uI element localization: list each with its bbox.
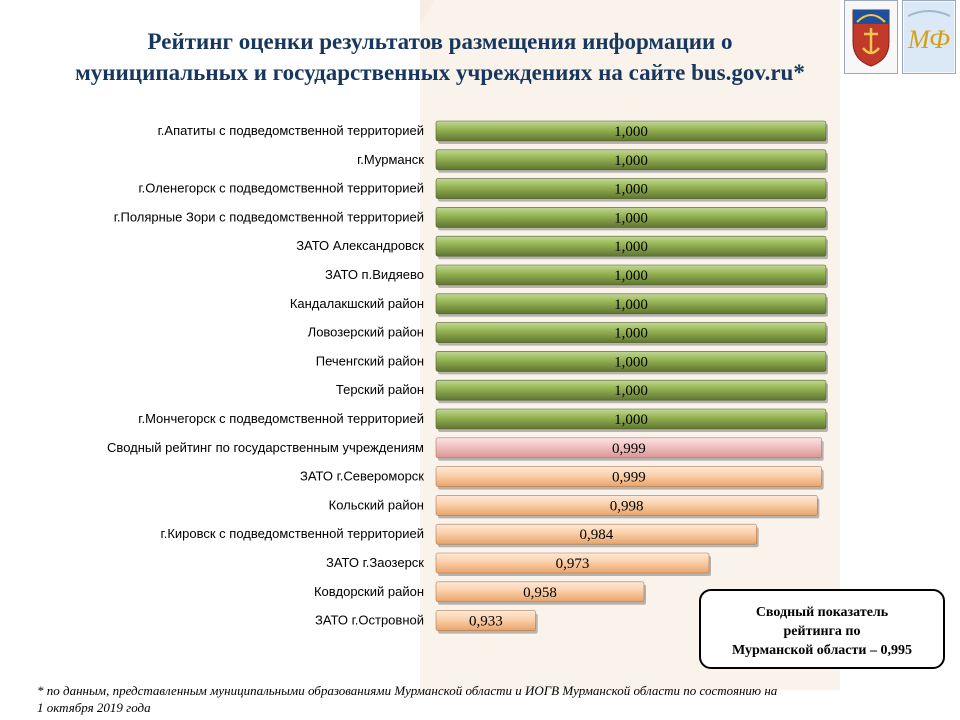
category-label: Терский район — [336, 382, 424, 397]
category-label: ЗАТО г.Заозерск — [326, 555, 424, 570]
category-label: Кольский район — [329, 497, 424, 512]
value-label: 1,000 — [614, 297, 648, 313]
value-label: 1,000 — [614, 383, 648, 399]
summary-line-2: рейтинга по — [783, 624, 861, 639]
bar — [435, 120, 827, 142]
footnote: * по данным, представленным муниципальны… — [37, 682, 917, 716]
bar — [435, 581, 645, 603]
bar — [435, 149, 827, 171]
bar — [435, 293, 827, 315]
bar — [435, 322, 827, 343]
category-label: Ловозерский район — [308, 325, 424, 340]
category-label: ЗАТО п.Видяево — [325, 267, 424, 282]
bar — [435, 235, 827, 257]
category-label: ЗАТО г.Островной — [315, 613, 424, 628]
category-label: г.Кировск с подведомственной территорией — [161, 526, 424, 541]
footnote-line-2: 1 октября 2019 года — [37, 700, 151, 715]
value-label: 1,000 — [614, 239, 648, 255]
summary-line-3: Мурманской области – 0,995 — [732, 643, 912, 658]
bar — [435, 495, 818, 516]
category-label: Ковдорский район — [314, 584, 424, 599]
category-label: Сводный рейтинг по государственным учреж… — [107, 440, 424, 455]
bar — [435, 351, 827, 372]
value-label: 1,000 — [614, 326, 648, 342]
value-label: 0,999 — [612, 470, 646, 486]
mf-logo-text: МФ — [907, 25, 950, 54]
category-label: ЗАТО г.Североморск — [300, 469, 424, 484]
category-label: Кандалакшский район — [290, 296, 424, 311]
value-label: 1,000 — [614, 153, 648, 169]
value-label: 0,973 — [556, 556, 590, 572]
value-label: 0,984 — [579, 527, 613, 543]
bar — [435, 466, 822, 487]
value-label: 1,000 — [614, 124, 648, 140]
bar — [435, 552, 710, 574]
mf-logo-icon: МФ — [902, 0, 956, 74]
bar — [435, 207, 827, 228]
category-label: ЗАТО Александровск — [296, 238, 424, 253]
murmansk-coat-of-arms-icon — [844, 0, 898, 74]
category-label: г.Оленегорск с подведомственной территор… — [139, 181, 425, 196]
category-label: г.Апатиты с подведомственной территорией — [158, 123, 424, 138]
category-label: г.Мурманск — [357, 152, 424, 167]
value-label: 1,000 — [614, 182, 648, 198]
value-label: 0,998 — [610, 498, 644, 514]
bar — [435, 408, 827, 430]
chart-title: Рейтинг оценки результатов размещения ин… — [75, 29, 805, 85]
summary-box: Сводный показатель рейтинга по Мурманско… — [699, 589, 945, 669]
category-label: г.Полярные Зори с подведомственной терри… — [114, 209, 424, 224]
footnote-line-1: * по данным, представленным муниципальны… — [37, 683, 778, 698]
value-label: 1,000 — [614, 354, 648, 370]
value-label: 1,000 — [614, 268, 648, 284]
bar — [435, 437, 822, 459]
category-label: г.Мончегорск с подведомственной территор… — [138, 411, 424, 426]
bar — [435, 610, 536, 631]
bar — [435, 264, 827, 286]
value-label: 0,958 — [523, 585, 557, 601]
emblems: МФ — [844, 0, 956, 74]
summary-line-1: Сводный показатель — [755, 605, 889, 620]
bars-layer: г.Апатиты с подведомственной территорией… — [107, 120, 828, 634]
bar — [435, 379, 827, 401]
value-label: 1,000 — [614, 210, 648, 226]
bar — [435, 178, 827, 199]
value-label: 0,999 — [612, 441, 646, 457]
value-label: 0,933 — [469, 614, 503, 630]
bar — [435, 523, 757, 545]
category-label: Печенгский район — [316, 353, 424, 368]
value-label: 1,000 — [614, 412, 648, 428]
